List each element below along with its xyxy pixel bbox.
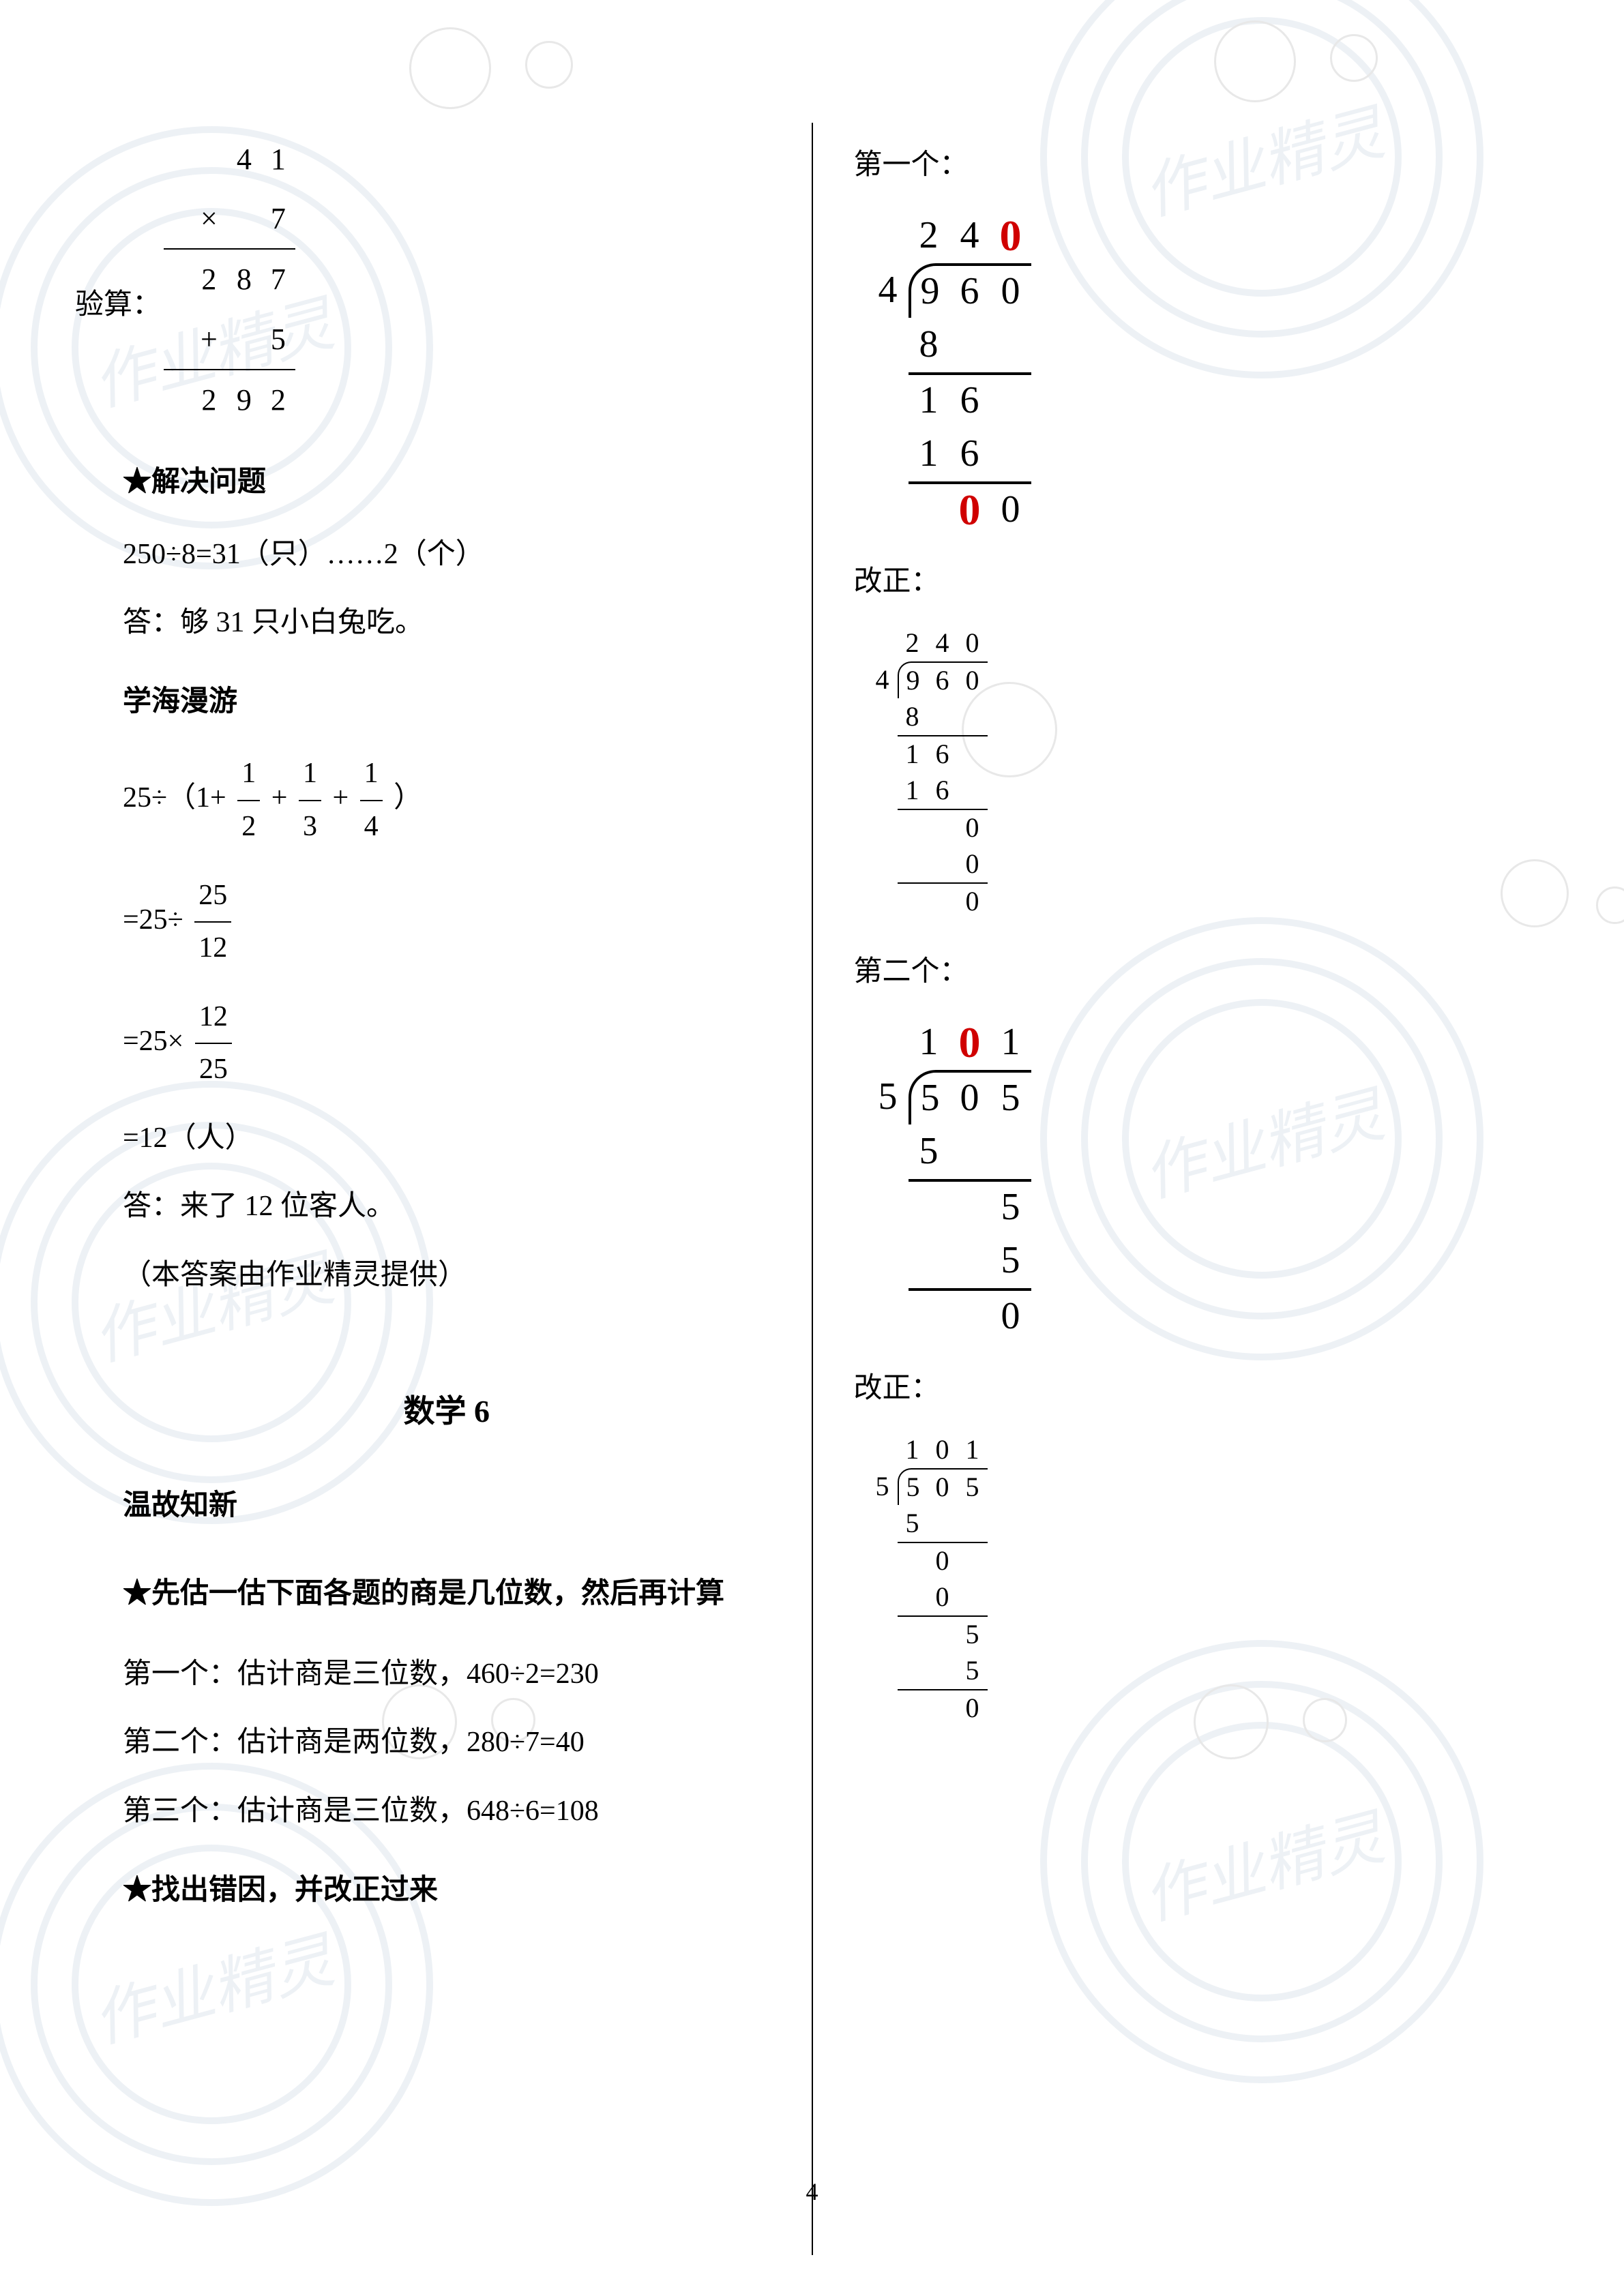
verification-calc: 41×7287+5292 [164, 130, 295, 430]
answer-2: 答：来了 12 位客人。 [123, 1181, 771, 1233]
fix-label-1: 改正： [854, 556, 1502, 608]
fraction-5: 1225 [195, 992, 232, 1096]
longdiv-2-fix: 1015505500550 [868, 1431, 1502, 1726]
longdiv-1-wrong: 24049608161600 [868, 209, 1502, 536]
expr-line-3: =25× 1225 [123, 992, 771, 1096]
second-label: 第二个： [854, 946, 1502, 998]
estimate-1: 第一个：估计商是三位数，460÷2=230 [123, 1649, 771, 1701]
star-find-error: ★找出错因，并改正过来 [123, 1865, 771, 1917]
star-problem: ★解决问题 [123, 457, 771, 509]
expr-line-4: =12（人） [123, 1113, 771, 1165]
star-estimate: ★先估一估下面各题的商是几位数，然后再计算 [123, 1560, 771, 1628]
estimate-2: 第二个：估计商是两位数，280÷7=40 [123, 1717, 771, 1769]
fraction-4: 2512 [194, 870, 231, 974]
longdiv-1-fix: 240496081616000 [868, 625, 1502, 919]
credit-line: （本答案由作业精灵提供） [123, 1250, 771, 1302]
first-label: 第一个： [854, 140, 1502, 192]
page-content: 41×7287+5292 验算： ★解决问题 250÷8=31（只）……2（个）… [0, 0, 1624, 2296]
verify-label: 验算： [75, 280, 161, 331]
fraction-1: 12 [237, 748, 260, 852]
right-column: 第一个： 24049608161600 改正： 240496081616000 … [813, 123, 1529, 2255]
chapter-title: 数学 6 [123, 1384, 771, 1440]
equation-1: 250÷8=31（只）……2（个） [123, 529, 771, 581]
subsection-2: 温故知新 [123, 1480, 771, 1532]
fraction-3: 14 [360, 748, 383, 852]
answer-1: 答：够 31 只小白兔吃。 [123, 597, 771, 649]
left-column: 41×7287+5292 验算： ★解决问题 250÷8=31（只）……2（个）… [95, 123, 812, 2255]
longdiv-2-wrong: 10155055550 [868, 1015, 1502, 1343]
expr-line-1: 25÷（1+ 12 + 13 + 14 ） [123, 748, 771, 852]
estimate-3: 第三个：估计商是三位数，648÷6=108 [123, 1786, 771, 1838]
fix-label-2: 改正： [854, 1363, 1502, 1415]
expr-line-2: =25÷ 2512 [123, 870, 771, 974]
fraction-2: 13 [299, 748, 321, 852]
subsection-1: 学海漫游 [123, 676, 771, 728]
